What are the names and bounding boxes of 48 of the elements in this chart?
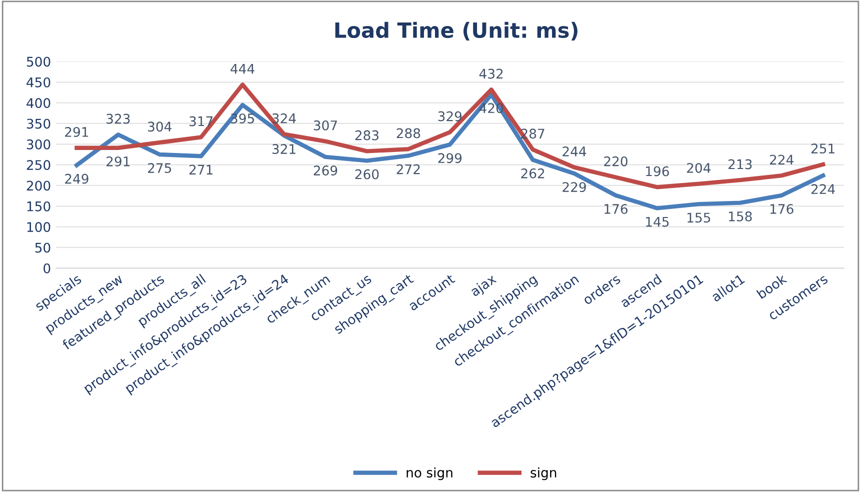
data-label: 229 <box>562 182 586 192</box>
data-label: 244 <box>562 146 586 156</box>
y-tick-label: 500 <box>26 56 50 67</box>
data-label: 321 <box>272 144 296 154</box>
y-tick-label: 250 <box>26 160 50 170</box>
y-tick-label: 0 <box>44 263 50 274</box>
data-label: 329 <box>438 111 462 122</box>
data-label: 324 <box>272 113 296 124</box>
data-label: 272 <box>396 164 420 174</box>
legend-label: no sign <box>406 467 452 480</box>
data-label: 196 <box>646 166 669 176</box>
y-tick-label: 350 <box>26 118 50 129</box>
y-tick-label: 450 <box>26 77 50 88</box>
data-label: 307 <box>314 120 337 130</box>
data-label: 224 <box>811 184 835 194</box>
data-label: 213 <box>728 159 752 170</box>
data-label: 432 <box>479 68 503 79</box>
data-label: 288 <box>396 128 420 138</box>
data-label: 291 <box>106 156 130 166</box>
data-label: 323 <box>106 114 130 124</box>
data-label: 204 <box>687 162 711 173</box>
data-label: 224 <box>770 154 794 164</box>
data-label: 271 <box>189 164 212 174</box>
y-tick-label: 100 <box>27 222 50 232</box>
y-tick-label: 200 <box>26 180 50 191</box>
data-label: 176 <box>604 204 628 214</box>
data-label: 176 <box>770 204 794 214</box>
data-label: 155 <box>688 212 710 223</box>
y-tick-label: 400 <box>26 98 50 108</box>
data-label: 145 <box>646 216 669 227</box>
data-label: 249 <box>65 174 88 184</box>
data-label: 299 <box>438 153 462 164</box>
data-label: 251 <box>811 144 834 154</box>
data-label: 283 <box>355 130 378 140</box>
y-tick-label: 300 <box>26 139 50 150</box>
data-label: 291 <box>65 127 88 137</box>
y-tick-label: 150 <box>27 201 50 212</box>
y-tick-label: 50 <box>35 242 50 253</box>
data-label: 444 <box>230 64 254 74</box>
legend-label: sign <box>530 467 556 480</box>
data-label: 269 <box>314 166 338 176</box>
data-label: 304 <box>148 122 172 132</box>
data-label: 275 <box>148 163 172 174</box>
data-label: 260 <box>355 169 379 180</box>
data-label: 262 <box>521 168 544 178</box>
chart-title: Load Time (Unit: ms) <box>335 22 578 40</box>
data-label: 220 <box>604 156 628 166</box>
data-label: 158 <box>728 211 752 222</box>
